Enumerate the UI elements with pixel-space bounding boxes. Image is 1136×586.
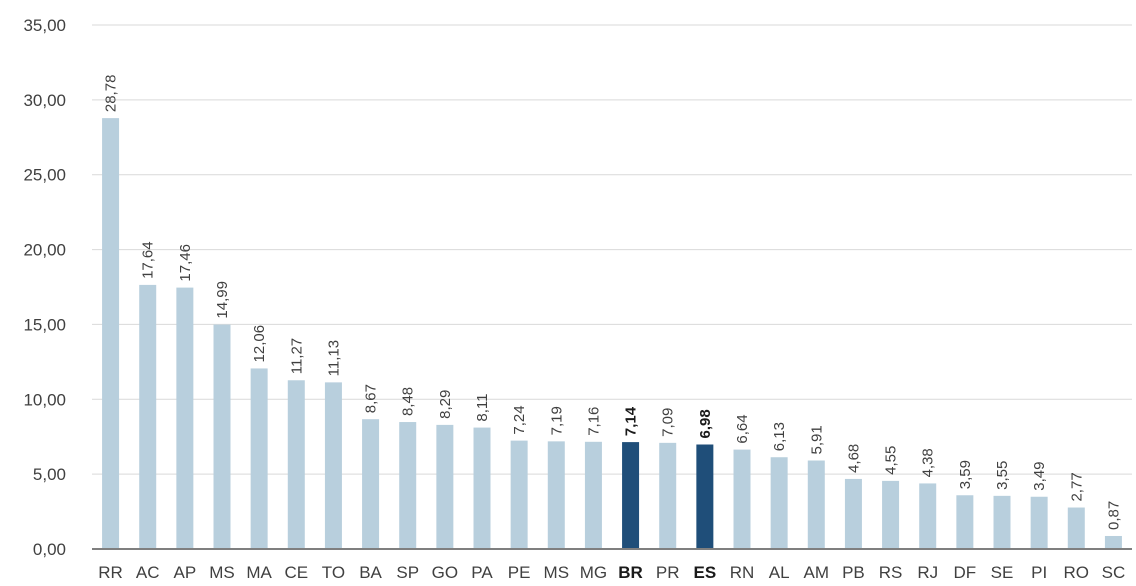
value-label: 0,87	[1105, 501, 1122, 530]
x-category-label: BR	[618, 563, 643, 582]
value-label: 28,78	[103, 75, 120, 113]
x-category-label: DF	[954, 563, 977, 582]
value-label: 17,46	[177, 244, 194, 282]
x-category-label: MG	[580, 563, 607, 582]
x-category-label: SE	[991, 563, 1014, 582]
bar-df-23	[956, 495, 974, 549]
x-category-label: PA	[471, 563, 493, 582]
bar-pa-10	[473, 427, 491, 549]
y-axis-tick-labels: 0,00 5,00 10,00 15,00 20,00 25,00 30,00 35,00	[23, 16, 66, 559]
value-label: 6,98	[697, 409, 714, 438]
bar-pe-11	[510, 440, 528, 549]
y-tick-label: 15,00	[23, 315, 66, 334]
value-label: 3,49	[1031, 462, 1048, 491]
value-label: 3,59	[957, 460, 974, 489]
bar-go-9	[436, 424, 454, 549]
x-category-label: AP	[174, 563, 197, 582]
x-category-label: RS	[879, 563, 903, 582]
bar-ms-3	[213, 324, 231, 549]
bar-ac-1	[139, 284, 157, 549]
bar-sp-8	[399, 422, 417, 549]
value-label: 12,06	[251, 325, 268, 363]
gridlines	[92, 24, 1132, 475]
x-category-label: PR	[656, 563, 680, 582]
x-category-label: MS	[544, 563, 570, 582]
x-category-label: AC	[136, 563, 160, 582]
bar-ba-7	[362, 419, 380, 549]
x-category-label: RJ	[917, 563, 938, 582]
x-category-label: RO	[1064, 563, 1090, 582]
x-category-label: CE	[284, 563, 308, 582]
value-label: 8,29	[437, 390, 454, 419]
y-tick-label: 5,00	[33, 465, 66, 484]
x-category-label: RR	[98, 563, 123, 582]
value-label: 7,16	[585, 407, 602, 436]
value-label: 17,64	[140, 241, 157, 279]
x-category-label: SC	[1102, 563, 1126, 582]
value-label: 3,55	[994, 461, 1011, 490]
x-category-label: MA	[246, 563, 272, 582]
value-label: 6,64	[734, 414, 751, 443]
x-category-label: RN	[730, 563, 755, 582]
bar-am-19	[807, 460, 825, 549]
value-label: 8,67	[363, 384, 380, 413]
x-category-label: AL	[769, 563, 790, 582]
value-label: 11,27	[288, 338, 305, 374]
bar-ma-4	[250, 368, 268, 549]
x-category-label: PE	[508, 563, 531, 582]
y-tick-label: 30,00	[23, 91, 66, 110]
bar-br-14	[622, 442, 640, 549]
value-label: 5,91	[808, 425, 825, 454]
value-label: 8,11	[474, 393, 491, 421]
bar-pi-25	[1030, 496, 1048, 549]
bar-ce-5	[287, 380, 305, 549]
y-tick-label: 35,00	[23, 16, 66, 35]
x-category-label: TO	[322, 563, 345, 582]
bar-sc-27	[1104, 535, 1122, 549]
bar-rr-0	[102, 118, 120, 549]
bar-es-16	[696, 444, 714, 549]
y-tick-label: 20,00	[23, 241, 66, 260]
value-label: 4,55	[883, 446, 900, 475]
x-category-label: PI	[1031, 563, 1047, 582]
x-category-label: MS	[209, 563, 235, 582]
value-label: 7,24	[511, 405, 528, 434]
x-category-label: SP	[396, 563, 419, 582]
bar-pb-20	[844, 478, 862, 549]
value-label: 2,77	[1068, 472, 1085, 501]
value-label: 4,68	[845, 444, 862, 473]
bar-mg-13	[584, 441, 602, 549]
bar-rn-17	[733, 449, 751, 549]
y-tick-label: 0,00	[33, 540, 66, 559]
x-category-label: AM	[804, 563, 830, 582]
value-label: 8,48	[400, 387, 417, 416]
bar-ap-2	[176, 287, 194, 549]
bar-se-24	[993, 495, 1011, 549]
value-label: 4,38	[920, 448, 937, 477]
bar-rj-22	[919, 483, 937, 549]
value-labels: 28,78 17,64 17,46 14,99 12,06 11,27 11,13 8,67 8…	[103, 75, 1123, 530]
x-category-label: ES	[694, 563, 717, 582]
y-tick-label: 25,00	[23, 166, 66, 185]
bars	[102, 118, 1122, 549]
bar-ms-12	[547, 441, 565, 549]
value-label: 7,19	[548, 406, 565, 435]
x-category-label: BA	[359, 563, 382, 582]
x-category-label: GO	[432, 563, 458, 582]
value-label: 7,09	[660, 408, 677, 437]
bar-pr-15	[659, 442, 677, 549]
value-label: 6,13	[771, 422, 788, 451]
value-label: 7,14	[623, 406, 640, 436]
bar-al-18	[770, 457, 788, 549]
x-category-label: PB	[842, 563, 865, 582]
value-label: 11,13	[325, 340, 342, 376]
bar-rs-21	[882, 480, 900, 549]
x-axis-category-labels: RR AC AP MS MA CE TO BA SP GO PA PE MS MG BR PR ES RN AL AM…	[98, 563, 1125, 582]
value-label: 14,99	[214, 281, 231, 319]
bar-ro-26	[1067, 507, 1085, 549]
bar-to-6	[324, 382, 342, 549]
y-tick-label: 10,00	[23, 390, 66, 409]
